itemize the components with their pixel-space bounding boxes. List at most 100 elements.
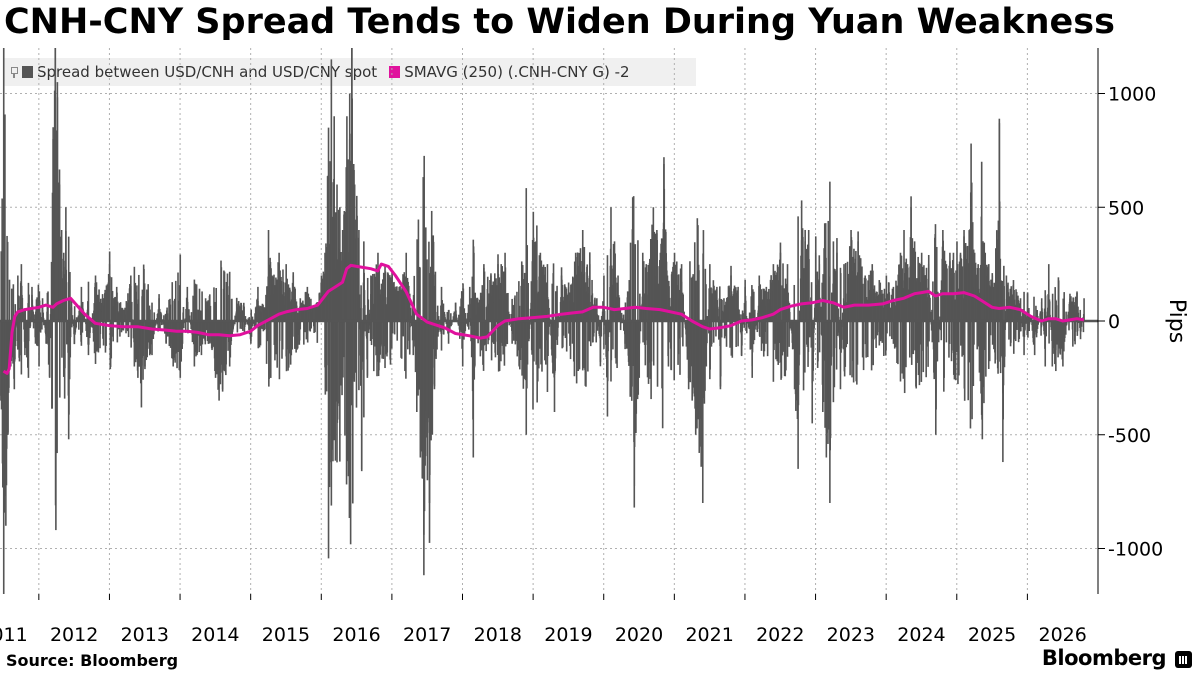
spread-bar	[487, 321, 490, 341]
spread-bar	[442, 303, 445, 321]
spread-bar	[70, 298, 73, 321]
spread-bar	[763, 288, 765, 321]
spread-bar	[290, 321, 293, 356]
spread-bar	[120, 309, 122, 321]
spread-bar	[650, 321, 653, 362]
spread-bar	[889, 321, 891, 337]
spread-bar	[364, 305, 366, 321]
spread-bar	[902, 321, 905, 379]
spread-bar	[474, 297, 477, 321]
spread-bar	[219, 321, 222, 365]
spread-bar	[776, 321, 779, 362]
spread-bar	[1074, 321, 1076, 345]
spread-bar	[267, 230, 270, 321]
legend-label-smavg: SMAVG (250) (.CNH-CNY G) -2	[404, 63, 630, 81]
spread-bar	[502, 321, 504, 355]
spread-bar	[298, 307, 300, 321]
spread-bar	[1075, 299, 1077, 321]
spread-bar	[973, 252, 976, 321]
spread-bar	[297, 312, 299, 321]
spread-bar	[931, 309, 933, 321]
spread-bar	[324, 321, 327, 395]
spread-bar	[1051, 293, 1054, 321]
spread-bar	[482, 321, 485, 371]
spread-bar	[66, 321, 68, 345]
spread-bar	[938, 321, 941, 327]
spread-bar	[679, 321, 681, 375]
spread-bar	[384, 321, 386, 369]
spread-bar	[250, 309, 252, 321]
spread-bar	[497, 321, 500, 372]
spread-bar	[660, 238, 663, 321]
spread-bar	[807, 321, 810, 352]
spread-bar	[119, 321, 121, 337]
spread-bar	[910, 321, 913, 365]
spread-bar	[842, 321, 845, 350]
spread-bar	[440, 286, 443, 321]
spread-bar	[864, 275, 866, 321]
spread-bar	[1044, 321, 1047, 367]
spread-bar	[1004, 321, 1006, 330]
spread-bar	[743, 321, 745, 328]
spread-bar	[712, 321, 715, 343]
spread-bar	[985, 321, 987, 377]
spread-bar	[520, 261, 523, 321]
spread-bar	[253, 321, 256, 328]
legend-menu-icon[interactable]	[10, 66, 18, 78]
spread-bar	[1024, 313, 1027, 321]
spread-bar	[849, 321, 851, 376]
spread-bar	[1082, 321, 1085, 333]
spread-bar	[223, 271, 226, 321]
spread-bar	[281, 321, 284, 350]
spread-bar	[163, 315, 165, 321]
spread-bar	[69, 271, 71, 321]
spread-bar	[963, 321, 966, 401]
spread-bar	[733, 285, 736, 321]
x-tick-label: 2011	[0, 624, 28, 646]
spread-bar	[182, 321, 184, 328]
y-tick-label: 1000	[1108, 84, 1156, 106]
spread-bar	[358, 321, 360, 391]
spread-bar	[519, 321, 522, 349]
spread-bar	[325, 243, 327, 321]
spread-bar	[827, 276, 830, 321]
spread-bar	[961, 321, 963, 357]
spread-bar	[409, 315, 412, 321]
spread-bar	[346, 116, 348, 321]
spread-bar	[151, 302, 153, 321]
spread-bar	[409, 321, 411, 328]
spread-bar	[991, 275, 994, 321]
spread-bar	[105, 321, 107, 346]
spread-bar	[920, 252, 923, 321]
spread-bar	[1048, 321, 1050, 344]
spread-bar	[198, 321, 200, 353]
spread-bar	[628, 280, 631, 321]
spread-bar	[116, 321, 119, 343]
spread-bar	[52, 139, 54, 321]
spread-bar	[1037, 321, 1039, 325]
spread-bar	[27, 321, 30, 378]
spread-bar	[874, 298, 877, 321]
spread-bar	[656, 321, 659, 387]
spread-bar	[831, 292, 833, 321]
spread-bar	[993, 282, 996, 321]
spread-bar	[426, 259, 428, 321]
spread-bar	[759, 284, 762, 321]
spread-bar	[2, 321, 5, 594]
spread-bar	[234, 321, 236, 325]
spread-bar	[56, 82, 59, 321]
spread-bar	[18, 307, 20, 321]
spread-bar	[994, 321, 997, 360]
spread-bar	[910, 207, 912, 321]
spread-bar	[631, 321, 633, 387]
spread-bar	[528, 321, 530, 339]
spread-bar	[587, 321, 589, 372]
spread-bar	[112, 321, 114, 342]
spread-bar	[368, 321, 370, 326]
spread-bar	[518, 281, 520, 321]
spread-bar	[642, 261, 645, 321]
spread-bar	[980, 161, 983, 321]
spread-bar	[498, 277, 501, 321]
spread-bar	[781, 321, 784, 356]
spread-bar	[825, 321, 828, 458]
